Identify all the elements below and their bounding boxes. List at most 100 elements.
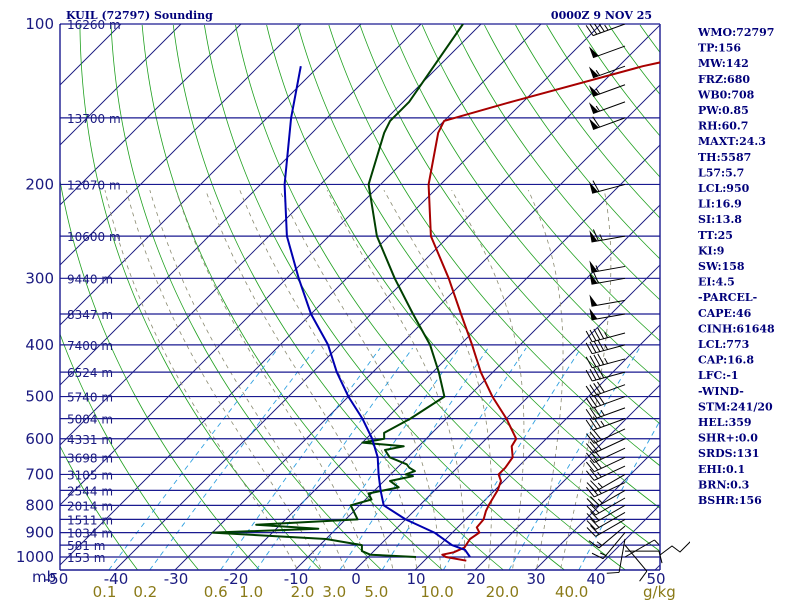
mixing-ratio-tick-label: 0.6: [204, 583, 228, 600]
indices-panel: WMO:72797 TP:156 MW:142 FRZ:680 WB0:708 PW:0.…: [697, 26, 775, 507]
wind-barb: [588, 65, 626, 79]
temperature-tick-label: -50: [44, 570, 69, 588]
wind-barb: [585, 366, 626, 382]
grid-lines: [60, 24, 660, 570]
temperature-tick-label: -10: [284, 570, 309, 588]
height-label: 5004 m: [67, 413, 113, 427]
mixing-ratio-tick-label: 1.0: [239, 583, 263, 600]
wind-barb: [585, 406, 626, 420]
index-line: LFC:-1: [698, 369, 739, 382]
wind-barb: [624, 539, 660, 558]
wind-barb: [586, 497, 626, 516]
pressure-tick-label: 800: [25, 496, 54, 514]
index-line: SHR+:0.0: [698, 432, 758, 445]
height-label: 10600 m: [67, 230, 121, 244]
temperature-tick-label: -40: [104, 570, 129, 588]
wind-barb: [589, 229, 626, 243]
isotherm-line: [474, 384, 660, 570]
index-line: CAPE:46: [698, 307, 752, 320]
wind-barb: [624, 544, 648, 582]
moist-adiabat-line: [149, 190, 346, 569]
moist-adiabat-line: [205, 190, 394, 569]
pressure-tick-label: 300: [25, 269, 54, 287]
isotherm-line: [294, 204, 660, 570]
temperature-tick-label: -20: [224, 570, 249, 588]
temperature-tick-label: 10: [406, 570, 425, 588]
wind-barb: [585, 339, 626, 355]
dry-adiabat-line: [60, 332, 199, 570]
pressure-tick-label: 200: [25, 175, 54, 193]
temperature-tick-label: 30: [526, 570, 545, 588]
mixing-ratio-tick-label: 5.0: [364, 583, 388, 600]
index-line: SI:13.8: [698, 213, 742, 226]
wind-barb: [586, 504, 626, 523]
wind-barb: [585, 381, 626, 397]
dry-adiabat-line: [515, 24, 660, 219]
index-line: TP:156: [698, 42, 741, 55]
isotherm-line: [60, 24, 302, 266]
dry-adiabat-line: [421, 24, 660, 342]
wind-barb: [588, 45, 626, 59]
wind-barb: [588, 525, 626, 549]
index-line: CINH:61648: [698, 322, 775, 335]
wind-barb: [585, 24, 626, 37]
height-label: 2544 m: [67, 484, 113, 498]
wind-barb: [586, 518, 626, 537]
dewpoint-trace: [211, 24, 464, 558]
mixing-ratio-line: [508, 347, 640, 570]
index-line: BRN:0.3: [698, 478, 749, 491]
dry-adiabat-line: [359, 24, 660, 425]
wind-barb: [606, 538, 626, 574]
moist-adiabat-line: [383, 189, 493, 569]
parcel-trace: [283, 66, 471, 558]
pressure-tick-label: 400: [25, 336, 54, 354]
axis-labels: 16260 m 13700 m 12070 m 10600 m 9440 m 8347 m…: [16, 15, 666, 600]
wind-barb: [589, 260, 626, 273]
mixing-ratio-tick-label: 0.2: [133, 583, 157, 600]
moist-adiabat-line: [451, 189, 525, 569]
index-line: PW:0.85: [698, 104, 749, 117]
wind-barb: [591, 532, 626, 560]
isotherm-line: [174, 84, 660, 570]
temperature-tick-label: 20: [466, 570, 485, 588]
index-line: SRDS:131: [698, 447, 760, 460]
mixing-ratio-tick-label: 2.0: [291, 583, 315, 600]
moist-adiabat-line: [239, 190, 418, 569]
index-line: FRZ:680: [698, 73, 750, 86]
pressure-tick-label: 900: [25, 524, 54, 542]
mixing-ratio-tick-label: 10.0: [420, 583, 453, 600]
pressure-tick-label: 100: [25, 15, 54, 33]
dry-adiabat-line: [60, 445, 138, 570]
isotherm-line: [60, 24, 602, 566]
wind-barb: [589, 180, 626, 194]
height-label: 1511 m: [67, 513, 113, 527]
dry-adiabat-line: [266, 24, 660, 552]
height-label: 1034 m: [67, 527, 113, 541]
index-line: TH:5587: [698, 151, 751, 164]
wind-barb: [589, 271, 626, 285]
wind-barb: [586, 447, 626, 464]
index-line: STM:241/20: [698, 400, 773, 413]
index-line: MW:142: [698, 57, 749, 70]
wind-barb: [586, 465, 626, 481]
height-label: 2014 m: [67, 499, 113, 513]
isotherm-line: [60, 24, 422, 386]
mixing-ratio-tick-label: 40.0: [555, 583, 588, 600]
moist-adiabat-line: [175, 190, 370, 569]
temperature-tick-label: -30: [164, 570, 189, 588]
isotherm-line: [60, 24, 242, 206]
moist-adiabat-line: [104, 190, 298, 569]
index-line: -PARCEL-: [698, 291, 757, 304]
mixing-ratio-line: [255, 347, 413, 570]
moist-adiabat-line: [560, 190, 612, 569]
dry-adiabat-line: [297, 24, 660, 509]
temperature-tick-label: 0: [351, 570, 361, 588]
index-line: L57:5.7: [698, 166, 744, 179]
isotherm-line: [60, 24, 362, 326]
height-label: 12070 m: [67, 178, 121, 192]
dry-adiabat-line: [328, 24, 660, 467]
height-label: 8347 m: [67, 308, 113, 322]
index-line: TT:25: [698, 229, 733, 242]
